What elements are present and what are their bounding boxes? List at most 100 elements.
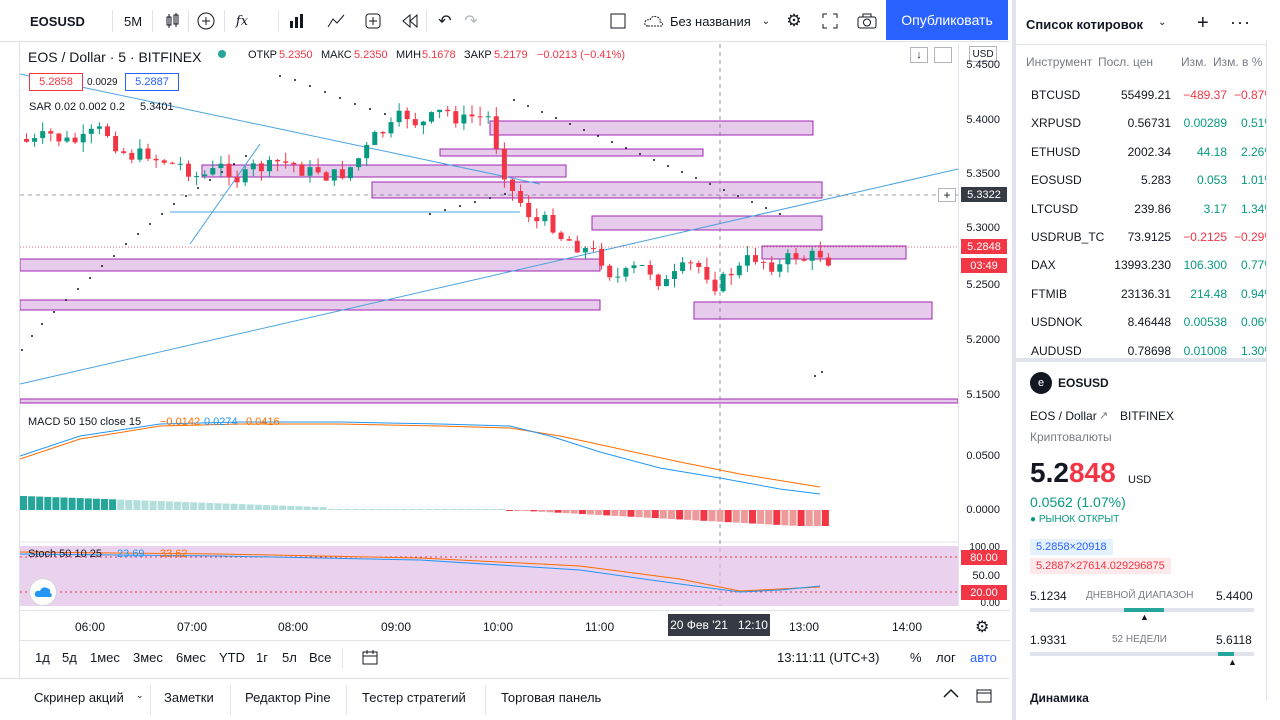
candle-body [194,176,200,178]
interval-button[interactable]: 5M [123,13,143,29]
watchlist-row[interactable]: AUDUSD 0.78698 0.01008 1.30% [1031,336,1279,364]
price-tick: 5.4500 [966,59,1000,71]
currency-badge[interactable]: USD [969,46,997,62]
range-1d-button[interactable]: 1д [35,650,50,665]
candle-body [339,169,345,179]
watchlist-chevron-icon[interactable]: ⌄ [1158,17,1167,28]
more-options-icon[interactable]: ··· [1230,12,1251,32]
settings-gear-icon[interactable]: ⚙ [786,11,802,30]
range-5d-button[interactable]: 5д [62,650,77,665]
crosshair-plus-icon[interactable]: + [938,188,956,202]
timezone-clock[interactable]: 13:11:11 (UTC+3) [777,650,880,665]
macd-label[interactable]: MACD 50 150 close 15 [28,416,142,428]
auto-scale-toggle[interactable]: авто [970,650,997,665]
cloud-logo-icon[interactable] [29,578,57,606]
col-change[interactable]: Изм. [1181,55,1207,69]
macd-hist-bar [52,497,60,510]
candle-body [267,159,272,172]
watchlist-title[interactable]: Список котировок [1026,17,1143,32]
chart-title[interactable]: EOS / Dollar · 5 · BITFINEX [28,49,202,65]
range-1y-button[interactable]: 1г [256,650,268,665]
percent-scale-toggle[interactable]: % [910,650,922,665]
candle-body [356,158,362,168]
add-indicator-icon[interactable] [194,8,218,34]
add-symbol-icon[interactable]: + [1197,12,1209,34]
range-3m-button[interactable]: 3мес [133,650,163,665]
select-layout-icon[interactable] [608,8,628,34]
tab-trading-panel[interactable]: Торговая панель [501,690,602,705]
row-change: 0.00538 [1183,315,1227,330]
col-symbol[interactable]: Инструмент [1026,55,1093,69]
stoch-label[interactable]: Stoch 50 10 25 [28,548,103,560]
details-ask: 5.2887×27614.029296875 [1030,558,1171,574]
row-symbol: USDRUB_TC [1031,230,1105,244]
tab-strategy-tester[interactable]: Тестер стратегий [362,690,466,705]
macd-hist-bar [295,506,303,510]
ask-price-button[interactable]: 5.2887 [125,73,179,91]
watchlist-row[interactable]: USDNOK 8.46448 0.00538 0.06% [1031,307,1279,335]
watchlist-row[interactable]: XRPUSD 0.56731 0.00289 0.51% [1031,108,1279,136]
details-change: 0.0562 (1.07%) [1030,494,1126,510]
watchlist-row[interactable]: FTMIB 23136.31 214.48 0.94% [1031,279,1279,307]
candle-body [380,132,386,134]
candle-body [372,132,378,145]
compare-icon[interactable] [324,8,348,34]
close-label: ЗАКР [464,49,492,61]
time-axis[interactable]: 06:00 07:00 08:00 09:00 10:00 11:00 13:0… [20,610,1010,640]
col-last[interactable]: Посл. цен [1098,55,1154,69]
goto-date-icon[interactable] [362,649,378,668]
range-ytd-button[interactable]: YTD [219,650,245,665]
tab-notes[interactable]: Заметки [164,690,214,705]
maximize-panel-icon[interactable] [976,689,992,706]
watchlist-row[interactable]: LTCUSD 239.86 3.17 1.34% [1031,194,1279,222]
candle-body [542,214,548,222]
candle-body [250,163,256,170]
watchlist-row[interactable]: ETHUSD 2002.34 44.18 2.26% [1031,137,1279,165]
candle-body [412,119,418,126]
external-link-icon[interactable]: ↗ [1099,410,1109,422]
details-name[interactable]: EOS / Dollar [1030,409,1097,423]
macd-hist-bar [157,501,165,510]
collapse-panel-icon[interactable] [943,687,959,702]
range-6m-button[interactable]: 6мес [176,650,206,665]
chart-legend: EOS / Dollar · 5 · BITFINEX ОТКР 5.2350 … [22,44,722,68]
bid-price-button[interactable]: 5.2858 [29,73,83,91]
range-1m-button[interactable]: 1мес [90,650,120,665]
change-value: −0.0213 (−0.41%) [537,49,626,61]
log-scale-toggle[interactable]: лог [936,650,956,665]
range-all-button[interactable]: Все [309,650,332,665]
redo-icon[interactable]: ↷ [464,13,478,30]
macd-hist-bar [700,510,708,521]
dynamics-heading[interactable]: Динамика [1030,691,1089,705]
watchlist-row[interactable]: EOSUSD 5.283 0.053 1.01% [1031,165,1279,193]
axis-settings-gear-icon[interactable]: ⚙ [975,619,990,636]
col-change-pct[interactable]: Изм. в % [1213,55,1263,69]
range-5y-button[interactable]: 5л [282,650,297,665]
symbol-search-button[interactable]: EOSUSD [30,13,85,29]
camera-icon[interactable] [854,8,880,34]
tab-stock-screener[interactable]: Скринер акций [34,690,124,705]
indicators-fx-icon[interactable]: fx [235,13,249,29]
publish-button[interactable]: Опубликовать [886,0,1008,40]
tab-pine-editor[interactable]: Редактор Pine [245,690,331,705]
details-category[interactable]: Криптовалюты [1030,430,1112,444]
layout-name[interactable]: Без названия [670,13,751,29]
alert-icon[interactable] [360,8,386,34]
price-axis[interactable]: 5.4500 5.4000 5.3500 5.3000 5.2500 5.200… [958,44,1010,609]
watchlist-row[interactable]: BTCUSD 55499.21 −489.37 −0.87% [1031,80,1279,108]
maximize-pane-icon[interactable] [934,47,952,63]
scroll-down-icon[interactable]: ↓ [910,47,928,63]
candle-body [655,274,661,287]
undo-icon[interactable]: ↶ [438,13,452,30]
price-chart[interactable] [20,44,958,606]
chevron-down-icon[interactable]: ⌄ [761,15,771,27]
macd-hist-bar [311,506,319,510]
replay-icon[interactable] [398,8,422,34]
candles-icon[interactable] [160,8,184,34]
sar-label[interactable]: SAR 0.02 0.002 0.2 [29,101,126,113]
templates-icon[interactable] [286,8,310,34]
fullscreen-icon[interactable] [818,8,842,34]
macd-hist-bar [287,505,295,510]
watchlist-row[interactable]: DAX 13993.230 106.300 0.77% [1031,250,1279,278]
watchlist-row[interactable]: USDRUB_TC 73.9125 −0.2125 −0.29% [1031,222,1279,250]
